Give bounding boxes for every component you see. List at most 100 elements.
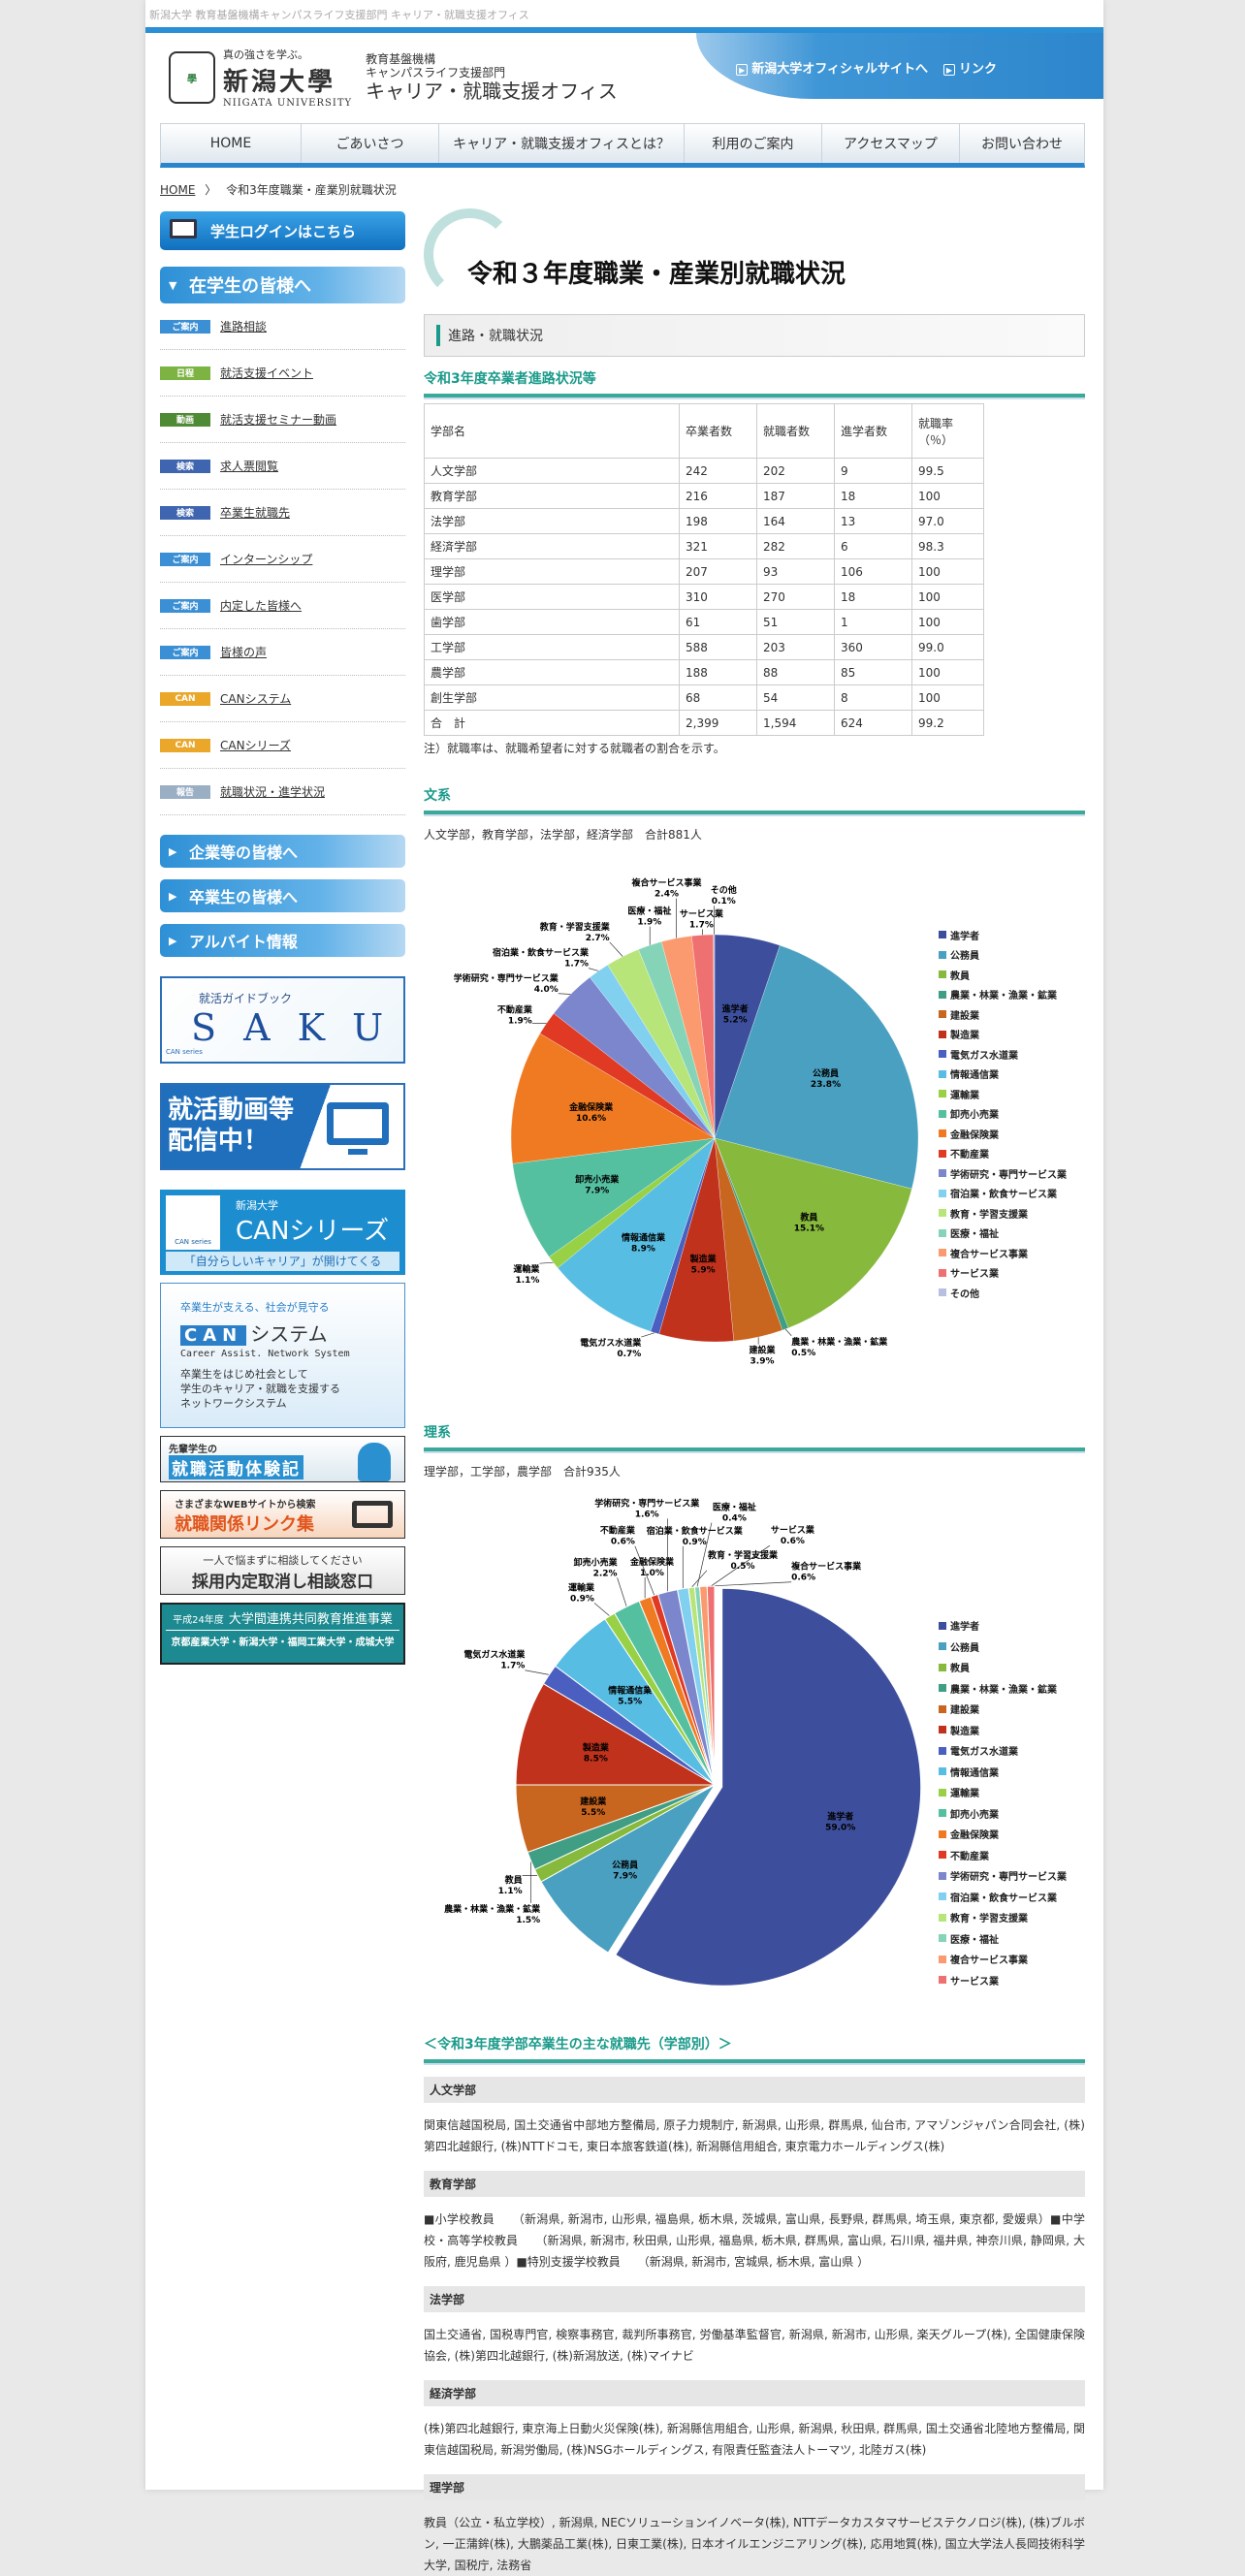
- sidebar-item-link[interactable]: 就職状況・進学状況: [220, 785, 326, 799]
- sidebar-item-link[interactable]: 求人票閲覧: [220, 460, 279, 473]
- sidebar-item[interactable]: CAN CANシリーズ: [160, 722, 405, 769]
- sidebar-item[interactable]: CAN CANシステム: [160, 676, 405, 722]
- heading-label: アルバイト情報: [189, 933, 298, 951]
- login-label: 学生ログインはこちら: [210, 222, 357, 240]
- job-links-banner[interactable]: さまざまなWEBサイトから検索 就職関係リンク集: [160, 1490, 405, 1539]
- can-system-desc: 学生のキャリア・就職を支援する: [180, 1383, 340, 1395]
- breadcrumb-home[interactable]: HOME: [160, 183, 196, 197]
- nav-contact[interactable]: お問い合わせ: [981, 137, 1063, 152]
- accent-bar: [436, 325, 440, 346]
- sidebar-item-link[interactable]: CANシリーズ: [220, 739, 291, 752]
- legend-item: 公務員: [939, 1637, 1067, 1658]
- sidebar-item[interactable]: ご案内 内定した皆様へ: [160, 583, 405, 629]
- offer-cancel-banner[interactable]: 一人で悩まずに相談してください 採用内定取消し相談窓口: [160, 1546, 405, 1595]
- chevron-down-icon: ▼: [169, 278, 177, 292]
- table-cell: 創生学部: [424, 684, 680, 711]
- legend-item: サービス業: [939, 1263, 1067, 1284]
- official-site-link[interactable]: ▶ 新潟大学オフィシャルサイトへ: [736, 58, 928, 77]
- can-system-en: Career Assist. Network System: [180, 1349, 350, 1359]
- nav-home[interactable]: HOME: [161, 124, 302, 163]
- sidebar-item-tag: CAN: [160, 691, 210, 706]
- table-row: 歯学部 61 51 1 100: [424, 609, 984, 635]
- table-cell: 13: [834, 508, 912, 534]
- sidebar-item[interactable]: ご案内 インターンシップ: [160, 536, 405, 583]
- nav-guide[interactable]: 利用のご案内: [685, 124, 822, 163]
- collaboration-banner[interactable]: 平成24年度 大学間連携共同教育推進事業 京都産業大学・新潟大学・福岡工業大学・…: [160, 1603, 405, 1665]
- leader-line: [588, 968, 599, 971]
- legend-item: 医療・福祉: [939, 1224, 1067, 1244]
- slice-value: 2.4%: [654, 890, 679, 900]
- can-system-title: システム: [250, 1322, 328, 1346]
- sidebar-item-link[interactable]: 卒業生就職先: [220, 506, 291, 520]
- offer-cancel-title: 採用内定取消し相談窓口: [192, 1573, 373, 1592]
- legend-item: 金融保険業: [939, 1824, 1067, 1845]
- header: 學 真の強さを学ぶ。 新潟大學 NIIGATA UNIVERSITY 教育基盤機…: [145, 33, 1103, 120]
- sidebar-item-tag: ご案内: [160, 552, 210, 566]
- legend-swatch: [939, 1249, 946, 1257]
- can-series-banner[interactable]: CAN series 新潟大学 CANシリーズ 「自分らしいキャリア」が開けてく…: [160, 1190, 405, 1275]
- links-link[interactable]: ▶ リンク: [942, 58, 997, 77]
- sidebar-item-link[interactable]: 就活支援セミナー動画: [220, 413, 337, 427]
- sidebar-item[interactable]: 日程 就活支援イベント: [160, 350, 405, 397]
- leader-line: [641, 1332, 655, 1338]
- table-cell: 99.5: [911, 458, 984, 484]
- nav-about[interactable]: キャリア・就職支援オフィスとは？: [439, 124, 685, 163]
- legend-item: 進学者: [939, 1615, 1067, 1637]
- student-login-button[interactable]: 学生ログインはこちら: [160, 211, 405, 250]
- sidebar-item-link[interactable]: 進路相談: [220, 320, 268, 334]
- sidebar-item-link[interactable]: 就活支援イベント: [220, 366, 314, 380]
- slice-label: 公務員: [612, 1859, 638, 1870]
- table-cell: 202: [756, 458, 835, 484]
- nav-greeting[interactable]: ごあいさつ: [302, 124, 439, 163]
- parttime-link[interactable]: ▶ アルバイト情報: [160, 924, 405, 957]
- can-system-banner[interactable]: 卒業生が支える、社会が見守る CAN システム Career Assist. Ne…: [160, 1283, 405, 1428]
- nav-access[interactable]: アクセスマップ: [822, 124, 960, 163]
- sidebar-item-tag: 報告: [160, 784, 210, 799]
- legend-swatch: [939, 1746, 946, 1755]
- experience-banner[interactable]: 先輩学生の 就職活動体験記: [160, 1436, 405, 1482]
- table-cell: 100: [911, 584, 984, 610]
- legend-item: 医療・福祉: [939, 1928, 1067, 1950]
- experience-title: 就職活動体験記: [169, 1455, 303, 1479]
- collab-year: 平成24年度: [173, 1615, 224, 1626]
- sidebar-item-link[interactable]: 皆様の声: [220, 646, 268, 659]
- alumni-link[interactable]: ▶ 卒業生の皆様へ: [160, 879, 405, 912]
- breadcrumb-current: 令和3年度職業・産業別就職状況: [226, 183, 397, 197]
- pie-slice: [512, 1137, 716, 1257]
- legend-item: 宿泊業・飲食サービス業: [939, 1887, 1067, 1908]
- sidebar-item-link[interactable]: インターンシップ: [220, 553, 313, 566]
- sidebar-item-link[interactable]: CANシステム: [220, 692, 292, 706]
- legend-label: 医療・福祉: [950, 1934, 999, 1946]
- slice-label: 宿泊業・飲食サービス業: [647, 1525, 744, 1537]
- slice-value: 0.5%: [791, 1349, 815, 1358]
- legend-item: 教員: [939, 965, 1067, 985]
- legend-swatch: [939, 1726, 946, 1734]
- sidebar-item[interactable]: ご案内 皆様の声: [160, 629, 405, 676]
- companies-link[interactable]: ▶ 企業等の皆様へ: [160, 835, 405, 868]
- faculty-heading: 人文学部: [424, 2077, 1085, 2103]
- sidebar-item[interactable]: 報告 就職状況・進学状況: [160, 769, 405, 815]
- students-heading[interactable]: ▼ 在学生の皆様へ: [160, 267, 405, 303]
- legend-swatch: [939, 1050, 946, 1059]
- table-row: 理学部 207 93 106 100: [424, 558, 984, 585]
- rikei-pie: 進学者59.0%公務員7.9%教員1.1%農業・林業・漁業・鉱業1.5%建設業5…: [444, 1497, 922, 1987]
- table-cell: 310: [679, 584, 757, 610]
- sidebar-item-link[interactable]: 内定した皆様へ: [220, 599, 303, 613]
- legend-item: 農業・林業・漁業・鉱業: [939, 1678, 1067, 1700]
- sidebar-item[interactable]: 動画 就活支援セミナー動画: [160, 397, 405, 443]
- legend-label: 不動産業: [950, 1150, 989, 1161]
- sidebar-item[interactable]: ご案内 進路相談: [160, 303, 405, 350]
- saku-banner[interactable]: CAN series 就活ガイドブック S A K U: [160, 976, 405, 1064]
- legend-swatch: [939, 1934, 946, 1943]
- legend-swatch: [939, 1090, 946, 1098]
- legend-item: 卸売小売業: [939, 1803, 1067, 1825]
- collab-title: 大学間連携共同教育推進事業: [228, 1612, 393, 1627]
- legend-label: サービス業: [950, 1269, 999, 1281]
- video-banner[interactable]: 就活動画等 配信中！: [160, 1083, 405, 1170]
- table-cell: 61: [679, 609, 757, 635]
- link-label: 新潟大学オフィシャルサイトへ: [751, 62, 928, 77]
- legend-label: 情報通信業: [950, 1767, 999, 1779]
- sidebar-item[interactable]: 検索 求人票閲覧: [160, 443, 405, 490]
- sidebar-item[interactable]: 検索 卒業生就職先: [160, 490, 405, 536]
- university-logo[interactable]: 學 真の強さを学ぶ。 新潟大學 NIIGATA UNIVERSITY 教育基盤機…: [169, 47, 618, 109]
